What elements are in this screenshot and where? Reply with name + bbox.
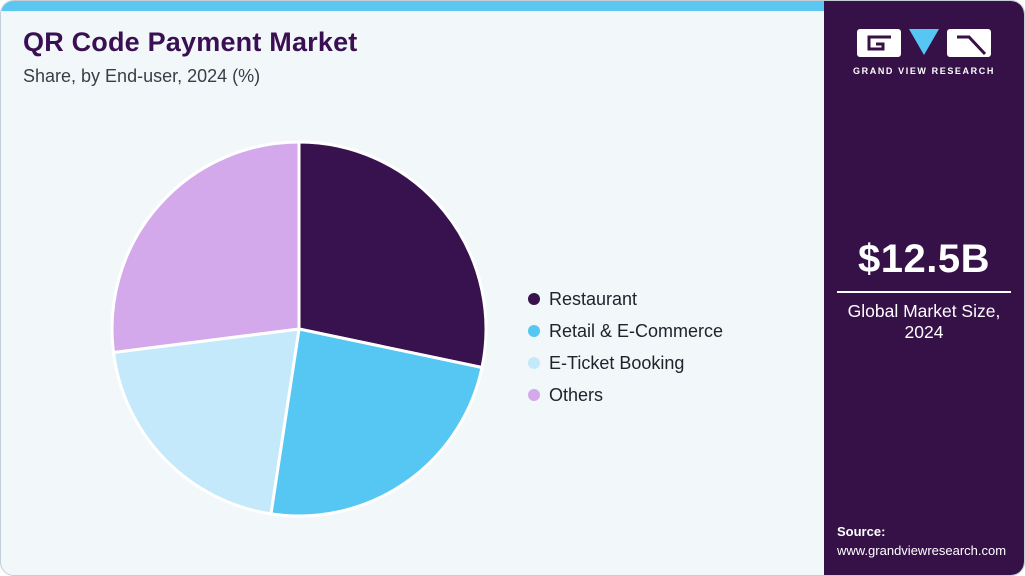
- market-size-value: $12.5B: [858, 237, 990, 281]
- page-title: QR Code Payment Market: [23, 27, 358, 57]
- source-label: Source:: [837, 524, 886, 539]
- legend-swatch-icon: [528, 325, 540, 337]
- legend-item: Retail & E-Commerce: [528, 321, 723, 341]
- chart-legend: Restaurant Retail & E-Commerce E-Ticket Bo…: [528, 289, 723, 417]
- accent-top-bar: [1, 1, 826, 11]
- brand-sidebar: GRAND VIEW RESEARCH $12.5B Global Market…: [824, 1, 1024, 575]
- legend-label: Restaurant: [549, 288, 638, 309]
- market-size-label-line1: Global Market Size,: [847, 301, 1001, 321]
- chart-header: QR Code Payment Market Share, by End-use…: [23, 27, 358, 87]
- legend-item: Others: [528, 385, 723, 405]
- gvr-logo: GRAND VIEW RESEARCH: [824, 23, 1024, 81]
- source-block: Source: www.grandviewresearch.com: [837, 524, 1006, 558]
- market-size-block: $12.5B Global Market Size, 2024: [824, 237, 1024, 343]
- market-size-divider: [837, 291, 1011, 293]
- page-subtitle: Share, by End-user, 2024 (%): [23, 66, 261, 86]
- legend-item: Restaurant: [528, 289, 723, 309]
- legend-label: E-Ticket Booking: [549, 352, 685, 373]
- pie-slice-retail-e-commerce: [269, 327, 484, 518]
- pie-slice-others: [110, 140, 301, 354]
- legend-item: E-Ticket Booking: [528, 353, 723, 373]
- pie-slice-restaurant: [297, 140, 488, 369]
- legend-swatch-icon: [528, 389, 540, 401]
- market-size-label-line2: 2024: [904, 322, 944, 342]
- legend-label: Retail & E-Commerce: [549, 320, 724, 341]
- gvr-logo-icon: GRAND VIEW RESEARCH: [853, 29, 995, 76]
- pie-chart: [110, 140, 488, 518]
- logo-v-triangle-icon: [909, 29, 939, 55]
- legend-label: Others: [549, 384, 604, 405]
- legend-swatch-icon: [528, 357, 540, 369]
- pie-slice-e-ticket-booking: [111, 327, 301, 516]
- source-url: www.grandviewresearch.com: [837, 543, 1007, 558]
- brand-name: GRAND VIEW RESEARCH: [853, 66, 995, 76]
- legend-swatch-icon: [528, 293, 540, 305]
